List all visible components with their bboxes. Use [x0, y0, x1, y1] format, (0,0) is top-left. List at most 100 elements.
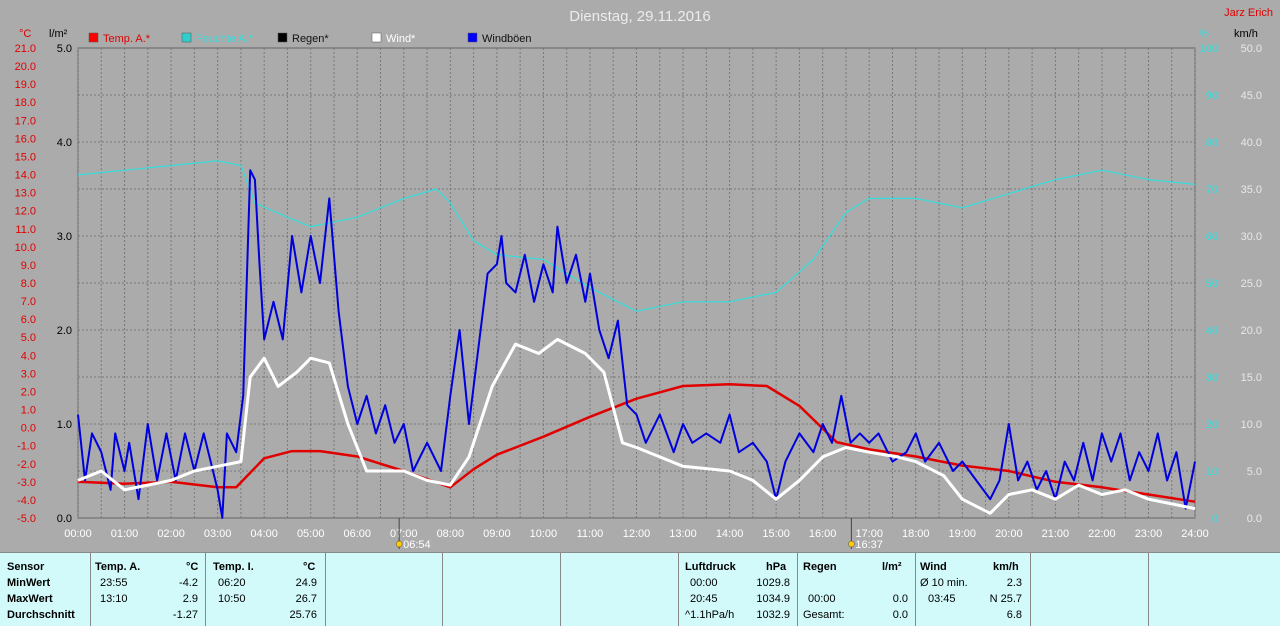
temp-tick-label: 17.0 [15, 115, 36, 127]
temp-tick-label: 7.0 [21, 296, 36, 308]
author-label: Jarz Erich [1224, 7, 1273, 19]
rain-max-time: 00:00 [808, 593, 836, 605]
temp-tick-label: 13.0 [15, 188, 36, 200]
wind-tick-label: 25.0 [1241, 278, 1262, 290]
legend-label: Temp. A.* [103, 33, 151, 45]
legend-label: Feuchte A.* [196, 33, 254, 45]
temp-i-max-time: 10:50 [218, 593, 246, 605]
time-tick-label: 07:00 [390, 528, 418, 540]
pressure-max-value: 1034.9 [756, 593, 790, 605]
wind-header: Wind [920, 561, 947, 573]
temp-tick-label: -1.0 [17, 441, 36, 453]
gust-line [77, 169, 1196, 519]
humidity-tick-label: 20 [1206, 419, 1218, 431]
temp-i-avg-value: 25.76 [289, 609, 317, 621]
temp-i-header: Temp. I. [213, 561, 254, 573]
legend-swatch [467, 32, 478, 43]
wind-tick-label: 50.0 [1241, 43, 1262, 55]
humidity-line [77, 160, 1196, 312]
weather-chart: Dienstag, 29.11.2016 Jarz Erich °C l/m² … [15, 7, 1273, 551]
rain-total-value: 0.0 [892, 609, 908, 621]
humidity-tick-label: 60 [1206, 231, 1218, 243]
temp-a-min-time: 23:55 [100, 577, 128, 589]
time-tick-label: 03:00 [204, 528, 232, 540]
humidity-tick-label: 90 [1206, 90, 1218, 102]
legend-label: Windböen [482, 33, 532, 45]
temp-tick-label: 10.0 [15, 242, 36, 254]
temp-a-unit: °C [186, 561, 199, 573]
humidity-tick-label: 30 [1206, 372, 1218, 384]
temp-tick-label: 2.0 [21, 386, 36, 398]
series-layer [77, 160, 1196, 519]
time-tick-label: 13:00 [669, 528, 697, 540]
sun-markers: 06:54 16:37 [395, 518, 883, 551]
humidity-tick-label: 50 [1206, 278, 1218, 290]
stats-panel: Sensor MinWert MaxWert Durchschnitt Temp… [0, 552, 1280, 626]
temp-tick-label: 8.0 [21, 278, 36, 290]
temp-axis-unit: °C [19, 28, 31, 40]
temp-tick-label: -4.0 [17, 495, 36, 507]
row-max-label: MaxWert [7, 593, 53, 605]
time-tick-label: 16:00 [809, 528, 837, 540]
time-tick-label: 24:00 [1181, 528, 1209, 540]
time-tick-label: 19:00 [949, 528, 977, 540]
rain-tick-label: 5.0 [57, 43, 72, 55]
rain-header: Regen [803, 561, 837, 573]
time-tick-label: 01:00 [111, 528, 139, 540]
wind-tick-label: 30.0 [1241, 231, 1262, 243]
time-tick-label: 18:00 [902, 528, 930, 540]
legend-swatch [371, 32, 382, 43]
temp-tick-label: -2.0 [17, 459, 36, 471]
wind-tick-label: 20.0 [1241, 325, 1262, 337]
wind-max-time: 03:45 [928, 593, 956, 605]
temp-tick-label: 21.0 [15, 43, 36, 55]
temp-i-min-value: 24.9 [295, 577, 317, 589]
pressure-trend: ^1.1hPa/h [685, 609, 735, 621]
wind-tick-label: 35.0 [1241, 184, 1262, 196]
time-tick-label: 11:00 [577, 528, 604, 540]
wind-tick-label: 5.0 [1247, 466, 1262, 478]
temp-a-header: Temp. A. [95, 561, 141, 573]
time-tick-label: 02:00 [157, 528, 185, 540]
wind-avg10-value: 2.3 [1006, 577, 1022, 589]
temp-tick-label: 19.0 [15, 79, 36, 91]
temp-a-avg-value: -1.27 [172, 609, 198, 621]
legend-swatch [88, 32, 99, 43]
pressure-min-time: 00:00 [690, 577, 718, 589]
temp-tick-label: 0.0 [21, 423, 36, 435]
wind-tick-label: 10.0 [1241, 419, 1262, 431]
wind-avg10-label: Ø 10 min. [920, 577, 968, 589]
temp-tick-label: 20.0 [15, 61, 36, 73]
pressure-avg-value: 1032.9 [756, 609, 790, 621]
temp-tick-label: 4.0 [21, 350, 36, 362]
temp-tick-label: 6.0 [21, 314, 36, 326]
sunrise-marker-label: 06:54 [403, 539, 431, 551]
time-tick-label: 09:00 [483, 528, 511, 540]
time-tick-label: 23:00 [1135, 528, 1163, 540]
pressure-max-time: 20:45 [690, 593, 718, 605]
rain-unit: l/m² [882, 561, 902, 573]
rain-tick-label: 0.0 [57, 513, 72, 525]
time-tick-label: 00:00 [64, 528, 92, 540]
legend-label: Wind* [386, 33, 416, 45]
rain-max-value: 0.0 [892, 593, 908, 605]
sensor-header: Sensor [7, 561, 45, 573]
temp-tick-label: 3.0 [21, 368, 36, 380]
legend-swatch [277, 32, 288, 43]
temp-i-min-time: 06:20 [218, 577, 246, 589]
temp-tick-label: 1.0 [21, 405, 36, 417]
time-tick-label: 20:00 [995, 528, 1023, 540]
time-tick-label: 12:00 [623, 528, 651, 540]
humidity-tick-label: 10 [1206, 466, 1218, 478]
wind-tick-label: 15.0 [1241, 372, 1262, 384]
plot-area [77, 47, 1196, 519]
humidity-tick-label: 80 [1206, 137, 1218, 149]
rain-tick-label: 4.0 [57, 137, 72, 149]
wind-tick-label: 45.0 [1241, 90, 1262, 102]
time-tick-label: 05:00 [297, 528, 325, 540]
pressure-unit: hPa [766, 561, 787, 573]
pressure-header: Luftdruck [685, 561, 736, 573]
row-min-label: MinWert [7, 577, 51, 589]
humidity-axis-unit: % [1199, 28, 1209, 40]
humidity-tick-label: 0 [1212, 513, 1218, 525]
